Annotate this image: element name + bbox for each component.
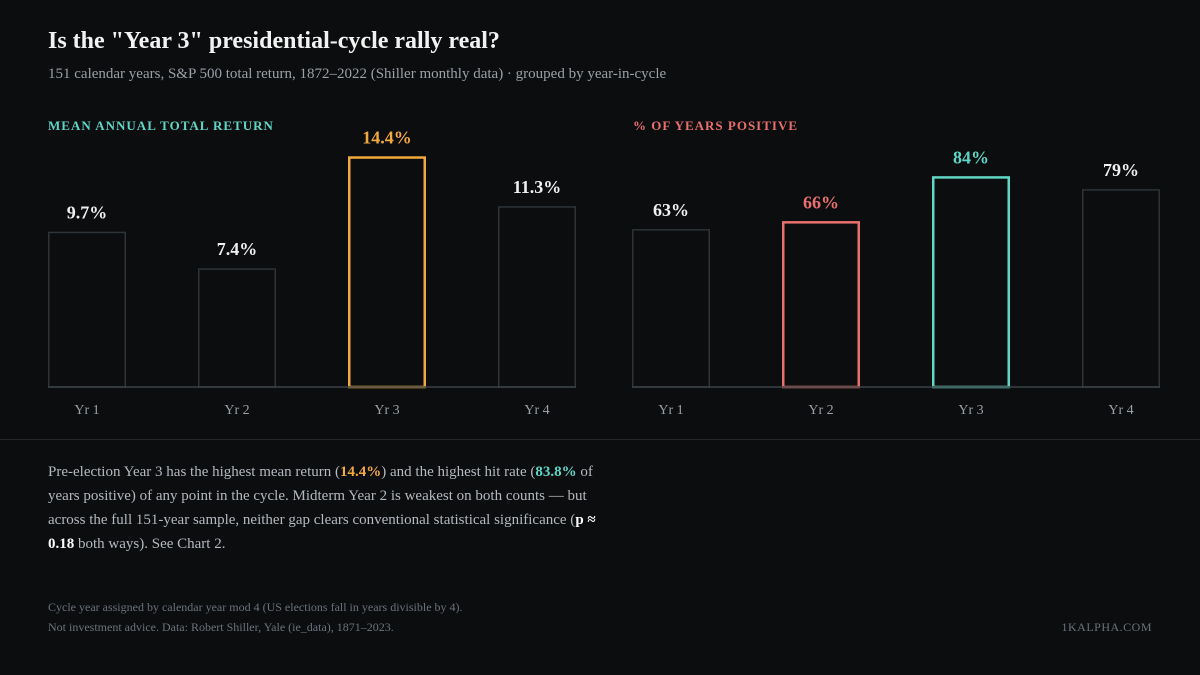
brand-link[interactable]: 1KALPHA.COM — [1061, 620, 1152, 634]
positive-value-label-2: 66% — [803, 192, 839, 212]
positive-bar-4 — [1082, 189, 1160, 388]
return-value-label-3: 14.4% — [362, 128, 412, 148]
summary-value-mean-return: 14.4% — [340, 464, 382, 480]
positive-tick-label-4: Yr 4 — [1108, 403, 1133, 418]
positive-value-label-3: 84% — [953, 147, 989, 167]
positive-tick-label-3: Yr 3 — [958, 403, 983, 418]
left-panel-title: MEAN ANNUAL TOTAL RETURN — [48, 118, 274, 133]
positive-bar-2 — [782, 221, 860, 389]
summary-text-4: both ways). See Chart 2. — [74, 536, 226, 552]
chart-subtitle: 151 calendar years, S&P 500 total return… — [48, 66, 667, 82]
bar-charts: 9.7% Yr 1 7.4% Yr 2 14.4% Yr 3 11.3% Yr 4 63% Yr … — [48, 128, 1160, 418]
return-bar-2 — [198, 268, 276, 388]
section-divider — [0, 439, 1200, 440]
footnote-method: Cycle year assigned by calendar year mod… — [48, 600, 463, 614]
return-tick-label-4: Yr 4 — [524, 403, 549, 418]
return-value-label-1: 9.7% — [67, 202, 108, 222]
positive-value-label-4: 79% — [1103, 160, 1139, 180]
positive-tick-label-2: Yr 2 — [808, 403, 833, 418]
footnote-source: Not investment advice. Data: Robert Shil… — [48, 620, 394, 634]
right-panel-title: % OF YEARS POSITIVE — [633, 118, 799, 133]
summary-paragraph: Pre-election Year 3 has the highest mean… — [48, 460, 608, 556]
summary-text-2: ) and the highest hit rate ( — [381, 464, 536, 480]
positive-bar-1 — [632, 229, 710, 388]
positive-tick-label-1: Yr 1 — [658, 403, 683, 418]
return-tick-label-1: Yr 1 — [74, 403, 99, 418]
return-value-label-4: 11.3% — [513, 177, 562, 197]
summary-value-hit-rate: 83.8% — [535, 464, 577, 480]
return-bar-4 — [498, 206, 576, 388]
summary-text-1: Pre-election Year 3 has the highest mean… — [48, 464, 340, 480]
positive-value-label-1: 63% — [653, 200, 689, 220]
summary-value-p: p ≈ 0.18 — [48, 512, 596, 552]
return-value-label-2: 7.4% — [217, 239, 258, 259]
return-bar-3 — [348, 156, 426, 389]
positive-bar-3 — [932, 176, 1010, 389]
chart-title: Is the "Year 3" presidential-cycle rally… — [48, 28, 500, 54]
return-tick-label-3: Yr 3 — [374, 403, 399, 418]
return-tick-label-2: Yr 2 — [224, 403, 249, 418]
return-bar-1 — [48, 231, 126, 388]
summary-text-3: of years positive) of any point in the c… — [48, 464, 593, 528]
